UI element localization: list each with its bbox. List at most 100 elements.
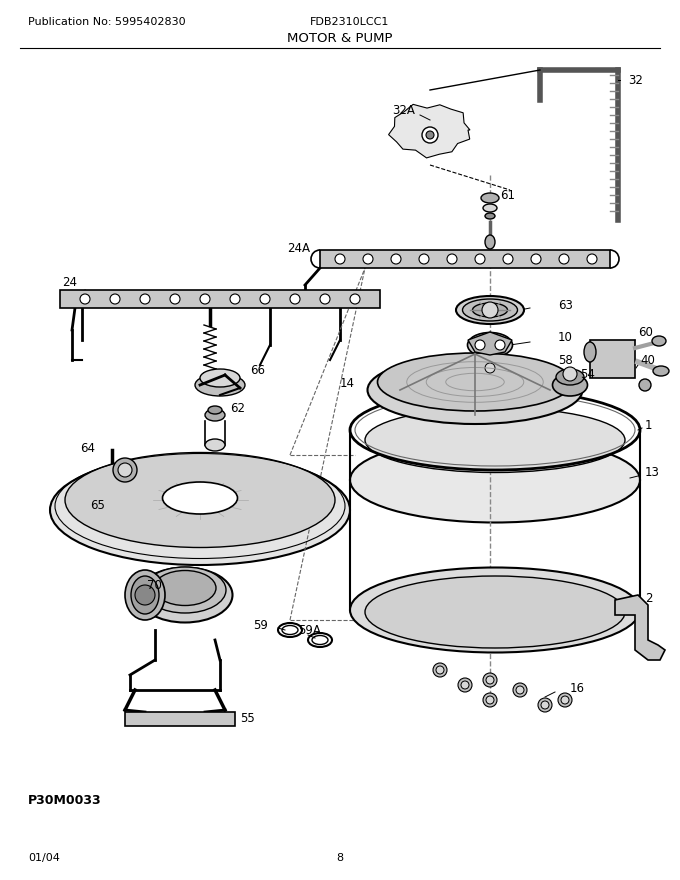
Polygon shape <box>468 332 512 355</box>
Circle shape <box>447 254 457 264</box>
Ellipse shape <box>205 439 225 451</box>
Circle shape <box>486 696 494 704</box>
Circle shape <box>538 698 552 712</box>
Circle shape <box>419 254 429 264</box>
Ellipse shape <box>200 369 240 387</box>
Text: MOTOR & PUMP: MOTOR & PUMP <box>287 32 393 45</box>
Text: 70: 70 <box>147 578 162 591</box>
Circle shape <box>426 131 434 139</box>
Text: 54: 54 <box>580 368 595 380</box>
Ellipse shape <box>365 576 625 648</box>
Circle shape <box>483 693 497 707</box>
Ellipse shape <box>208 406 222 414</box>
Text: 1: 1 <box>645 419 653 431</box>
Ellipse shape <box>350 437 640 523</box>
Text: FDB2310LCC1: FDB2310LCC1 <box>310 17 390 27</box>
Text: 01/04: 01/04 <box>28 853 60 863</box>
Text: Publication No: 5995402830: Publication No: 5995402830 <box>28 17 186 27</box>
Ellipse shape <box>468 333 513 357</box>
Circle shape <box>483 673 497 687</box>
Text: 2: 2 <box>645 591 653 605</box>
Circle shape <box>541 701 549 709</box>
Circle shape <box>260 294 270 304</box>
Text: 16: 16 <box>570 681 585 694</box>
Ellipse shape <box>367 356 583 424</box>
Ellipse shape <box>485 213 495 219</box>
Text: 55: 55 <box>240 712 255 724</box>
Circle shape <box>290 294 300 304</box>
Ellipse shape <box>377 353 573 411</box>
Polygon shape <box>388 105 470 158</box>
Ellipse shape <box>584 342 596 362</box>
Text: 24: 24 <box>62 275 77 289</box>
Circle shape <box>482 360 498 376</box>
Text: 32: 32 <box>628 74 643 86</box>
Circle shape <box>458 678 472 692</box>
Ellipse shape <box>556 369 584 385</box>
Ellipse shape <box>131 576 159 614</box>
Circle shape <box>113 458 137 482</box>
Circle shape <box>320 294 330 304</box>
Text: 63: 63 <box>558 298 573 312</box>
Circle shape <box>559 254 569 264</box>
Ellipse shape <box>125 570 165 620</box>
Text: 60: 60 <box>638 326 653 339</box>
Circle shape <box>486 676 494 684</box>
Circle shape <box>135 585 155 605</box>
Circle shape <box>422 127 438 143</box>
Circle shape <box>561 696 569 704</box>
Text: 66: 66 <box>250 363 265 377</box>
Circle shape <box>513 683 527 697</box>
Circle shape <box>200 294 210 304</box>
Ellipse shape <box>65 452 335 547</box>
Bar <box>590 340 635 378</box>
Circle shape <box>110 294 120 304</box>
Circle shape <box>475 254 485 264</box>
Text: 58: 58 <box>558 354 573 366</box>
Ellipse shape <box>473 303 507 317</box>
Text: P30M0033: P30M0033 <box>28 794 101 806</box>
Circle shape <box>140 294 150 304</box>
Text: 13: 13 <box>645 466 660 479</box>
Text: 24A: 24A <box>287 241 310 254</box>
Ellipse shape <box>552 374 588 396</box>
Circle shape <box>495 340 505 350</box>
Bar <box>320 250 610 268</box>
Text: 59: 59 <box>253 619 268 632</box>
Text: 40: 40 <box>640 354 655 366</box>
Circle shape <box>503 254 513 264</box>
Circle shape <box>170 294 180 304</box>
Ellipse shape <box>485 235 495 249</box>
Circle shape <box>482 302 498 318</box>
Ellipse shape <box>462 299 517 321</box>
Ellipse shape <box>456 296 524 324</box>
Ellipse shape <box>481 193 499 203</box>
Circle shape <box>587 254 597 264</box>
Circle shape <box>335 254 345 264</box>
Circle shape <box>230 294 240 304</box>
Ellipse shape <box>205 409 225 421</box>
Circle shape <box>433 663 447 677</box>
Ellipse shape <box>195 374 245 396</box>
Circle shape <box>118 463 132 477</box>
Circle shape <box>485 363 495 373</box>
Text: 14: 14 <box>340 377 355 390</box>
Ellipse shape <box>350 568 640 652</box>
Bar <box>125 712 235 726</box>
Circle shape <box>436 666 444 674</box>
Ellipse shape <box>50 455 350 565</box>
Circle shape <box>391 254 401 264</box>
Circle shape <box>80 294 90 304</box>
Ellipse shape <box>365 407 625 473</box>
Ellipse shape <box>653 366 669 376</box>
Circle shape <box>475 340 485 350</box>
Bar <box>60 290 380 308</box>
Ellipse shape <box>154 570 216 605</box>
Circle shape <box>350 294 360 304</box>
Circle shape <box>531 254 541 264</box>
Text: 62: 62 <box>230 401 245 414</box>
Ellipse shape <box>652 336 666 346</box>
Circle shape <box>516 686 524 694</box>
Ellipse shape <box>144 567 226 613</box>
Text: 65: 65 <box>90 498 105 511</box>
